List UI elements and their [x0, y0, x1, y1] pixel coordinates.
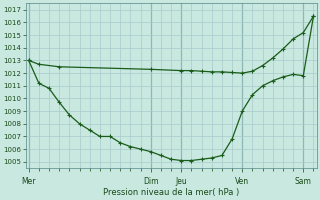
X-axis label: Pression niveau de la mer( hPa ): Pression niveau de la mer( hPa ) [103, 188, 239, 197]
